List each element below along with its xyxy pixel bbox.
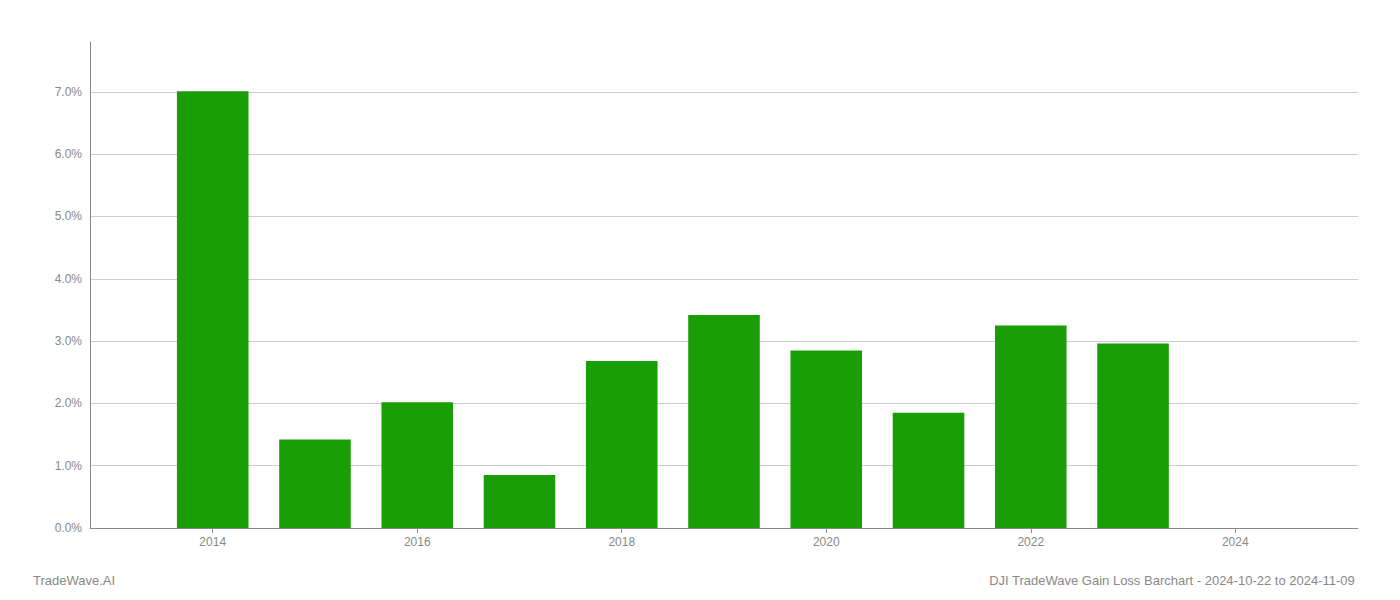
svg-text:4.0%: 4.0%	[55, 272, 83, 286]
svg-text:3.0%: 3.0%	[55, 334, 83, 348]
svg-text:TradeWave.AI: TradeWave.AI	[33, 573, 115, 588]
svg-text:2014: 2014	[199, 535, 226, 549]
svg-text:2.0%: 2.0%	[55, 396, 83, 410]
svg-text:0.0%: 0.0%	[55, 521, 83, 535]
svg-text:5.0%: 5.0%	[55, 209, 83, 223]
svg-text:2020: 2020	[813, 535, 840, 549]
svg-text:DJI TradeWave Gain Loss Barcha: DJI TradeWave Gain Loss Barchart - 2024-…	[989, 573, 1355, 588]
svg-text:7.0%: 7.0%	[55, 85, 83, 99]
svg-text:6.0%: 6.0%	[55, 147, 83, 161]
svg-text:2016: 2016	[404, 535, 431, 549]
svg-text:2018: 2018	[608, 535, 635, 549]
svg-text:2022: 2022	[1017, 535, 1044, 549]
svg-text:1.0%: 1.0%	[55, 459, 83, 473]
svg-text:2024: 2024	[1222, 535, 1249, 549]
